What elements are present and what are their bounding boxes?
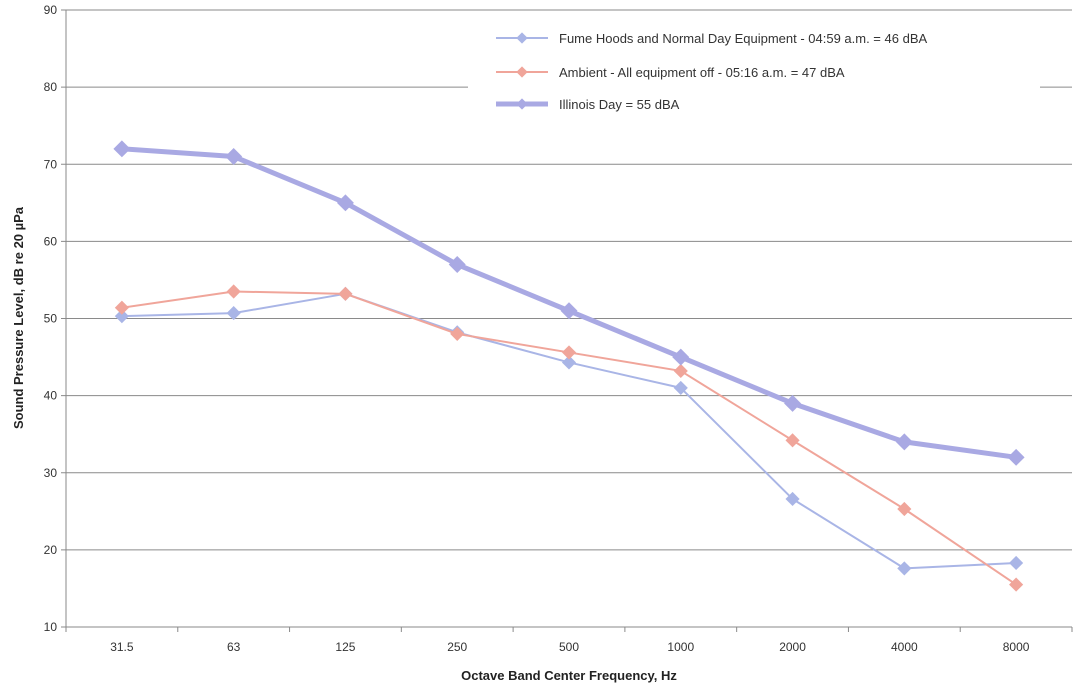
x-tick-label: 8000 — [1003, 640, 1030, 654]
y-tick-label: 90 — [44, 3, 58, 17]
y-tick-label: 30 — [44, 466, 58, 480]
legend: Fume Hoods and Normal Day Equipment - 04… — [468, 22, 1040, 126]
x-axis-title: Octave Band Center Frequency, Hz — [461, 668, 677, 683]
x-tick-label: 125 — [335, 640, 355, 654]
y-tick-label: 60 — [44, 234, 58, 248]
x-tick-labels: 31.5 63 125 250 500 1000 2000 4000 8000 — [66, 627, 1072, 654]
legend-entry-label: Illinois Day = 55 dBA — [559, 97, 680, 112]
y-tick-label: 50 — [44, 312, 58, 326]
y-axis-title: Sound Pressure Level, dB re 20 µPa — [11, 206, 26, 429]
x-tick-label: 500 — [559, 640, 579, 654]
x-tick-label: 31.5 — [110, 640, 134, 654]
y-tick-label: 80 — [44, 80, 58, 94]
y-tick-label: 70 — [44, 157, 58, 171]
y-tick-labels: 10 20 30 40 50 60 70 80 90 — [44, 3, 58, 634]
x-tick-label: 4000 — [891, 640, 918, 654]
x-tick-label: 2000 — [779, 640, 806, 654]
x-tick-label: 250 — [447, 640, 467, 654]
legend-entry-label: Ambient - All equipment off - 05:16 a.m.… — [559, 65, 845, 80]
x-tick-label: 1000 — [667, 640, 694, 654]
y-tick-label: 40 — [44, 389, 58, 403]
x-tick-label: 63 — [227, 640, 241, 654]
legend-entry-label: Fume Hoods and Normal Day Equipment - 04… — [559, 31, 927, 46]
y-tick-label: 20 — [44, 543, 58, 557]
y-tick-label: 10 — [44, 620, 58, 634]
